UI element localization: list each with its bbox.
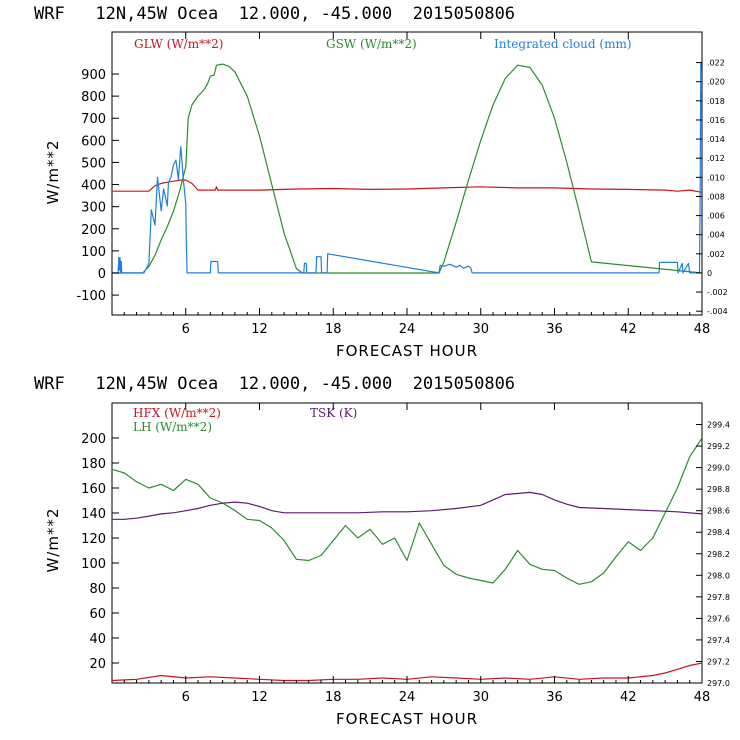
y2-tick-label: 297.0 xyxy=(707,679,730,688)
y2-tick-label: 297.8 xyxy=(707,593,730,602)
legend-cloud: Integrated cloud (mm) xyxy=(494,37,632,51)
y2-tick-label: -.004 xyxy=(707,307,728,316)
y-tick-label: 200 xyxy=(81,223,106,238)
y2-tick-label: 298.2 xyxy=(707,550,730,559)
x-tick-label: 30 xyxy=(472,322,489,337)
y-tick-label: 120 xyxy=(81,532,106,547)
y-tick-label: 600 xyxy=(81,134,106,149)
y-tick-label: 40 xyxy=(89,632,106,647)
plot-area xyxy=(112,437,702,682)
legend-hfx: HFX (W/m**2) xyxy=(133,406,221,420)
y-axis: 20 40 60 80 100 120 140 160 180 200 xyxy=(81,432,119,672)
y-tick-label: 800 xyxy=(81,90,106,105)
y2-tick-label: 297.2 xyxy=(707,657,730,666)
x-tick-label: 48 xyxy=(694,322,711,337)
y2-axis: 299.4 299.2 299.0 298.8 298.6 298.4 298.2 298.0… xyxy=(696,421,730,688)
series-line-tsk xyxy=(112,491,702,520)
chart-title: WRF 12N,45W Ocea 12.000, -45.000 2015050… xyxy=(34,374,515,394)
y-tick-label: 900 xyxy=(81,68,106,83)
x-axis: 6 12 18 24 30 36 42 48 xyxy=(123,403,711,705)
x-axis-label: FORECAST HOUR xyxy=(336,342,478,360)
y-axis: -100 0 100 200 300 400 500 600 700 800 900 xyxy=(76,68,119,304)
y-tick-label: 500 xyxy=(81,156,106,171)
y2-tick-label: 297.6 xyxy=(707,614,730,623)
series-layer xyxy=(112,437,702,682)
x-axis: 6 12 18 24 30 36 42 48 xyxy=(123,32,711,337)
series-line-lh xyxy=(112,437,702,585)
y2-tick-label: .010 xyxy=(707,173,725,182)
panel-fluxes: WRF 12N,45W Ocea 12.000, -45.000 2015050… xyxy=(34,374,730,728)
chart-title: WRF 12N,45W Ocea 12.000, -45.000 2015050… xyxy=(34,4,515,24)
y2-tick-label: 299.4 xyxy=(707,421,730,430)
y-tick-label: 100 xyxy=(81,245,106,260)
series-line-integrated xyxy=(112,62,702,274)
x-axis-label: FORECAST HOUR xyxy=(336,710,478,728)
x-tick-label: 18 xyxy=(325,322,342,337)
x-tick-label: 48 xyxy=(694,690,711,705)
x-tick-label: 42 xyxy=(620,322,637,337)
legend-glw: GLW (W/m**2) xyxy=(134,37,223,51)
x-tick-label: 36 xyxy=(546,322,563,337)
y-tick-label: 0 xyxy=(98,267,106,282)
y-tick-label: 100 xyxy=(81,557,106,572)
x-tick-label: 42 xyxy=(620,690,637,705)
plot-frame xyxy=(111,402,703,684)
y2-tick-label: 298.6 xyxy=(707,507,730,516)
legend-gsw: GSW (W/m**2) xyxy=(326,37,417,51)
y-tick-label: 700 xyxy=(81,112,106,127)
y2-tick-label: .002 xyxy=(707,250,725,259)
y2-tick-label: 299.2 xyxy=(707,442,730,451)
x-tick-label: 6 xyxy=(182,690,190,705)
y2-tick-label: .014 xyxy=(707,135,725,144)
y2-tick-label: .020 xyxy=(707,78,725,87)
y2-tick-label: .018 xyxy=(707,97,725,106)
y2-tick-label: .022 xyxy=(707,59,725,68)
y2-tick-label: .016 xyxy=(707,116,725,125)
series-line-glw xyxy=(112,179,702,193)
plot-area xyxy=(112,62,702,274)
y2-tick-label: .004 xyxy=(707,231,725,240)
y-tick-label: 60 xyxy=(89,607,106,622)
x-tick-label: 30 xyxy=(472,690,489,705)
y-tick-label: 300 xyxy=(81,201,106,216)
y2-tick-label: 0 xyxy=(707,269,712,278)
y2-tick-label: 298.8 xyxy=(707,485,730,494)
y-tick-label: 160 xyxy=(81,482,106,497)
x-tick-label: 6 xyxy=(182,322,190,337)
series-line-hfx xyxy=(112,662,702,682)
y2-tick-label: 298.4 xyxy=(707,528,730,537)
legend-lh: LH (W/m**2) xyxy=(133,420,212,434)
y2-tick-label: .006 xyxy=(707,212,725,221)
x-tick-label: 36 xyxy=(546,690,563,705)
series-layer xyxy=(112,62,702,274)
y-tick-label: 140 xyxy=(81,507,106,522)
y-tick-label: 200 xyxy=(81,432,106,447)
y2-tick-label: 299.0 xyxy=(707,464,730,473)
y-tick-label: 180 xyxy=(81,457,106,472)
y2-tick-label: .012 xyxy=(707,154,725,163)
y2-tick-label: -.002 xyxy=(707,288,728,297)
y2-tick-label: 297.4 xyxy=(707,636,730,645)
y-axis-label: W/m**2 xyxy=(44,507,62,572)
x-tick-label: 12 xyxy=(251,690,268,705)
x-tick-label: 18 xyxy=(325,690,342,705)
y-tick-label: -100 xyxy=(76,289,106,304)
series-line-gsw xyxy=(112,63,702,274)
legend-tsk: TSK (K) xyxy=(310,406,357,420)
panel-radiation: WRF 12N,45W Ocea 12.000, -45.000 2015050… xyxy=(34,4,728,360)
y-tick-label: 20 xyxy=(89,657,106,672)
y2-axis: .022 .020 .018 .016 .014 .012 .010 .008 .006 .004… xyxy=(696,59,728,316)
y-tick-label: 400 xyxy=(81,179,106,194)
x-tick-label: 24 xyxy=(399,690,416,705)
y2-tick-label: 298.0 xyxy=(707,571,730,580)
x-tick-label: 12 xyxy=(251,322,268,337)
x-tick-label: 24 xyxy=(399,322,416,337)
y2-tick-label: .008 xyxy=(707,192,725,201)
y-tick-label: 80 xyxy=(89,582,106,597)
y-axis-label: W/m**2 xyxy=(44,139,62,204)
